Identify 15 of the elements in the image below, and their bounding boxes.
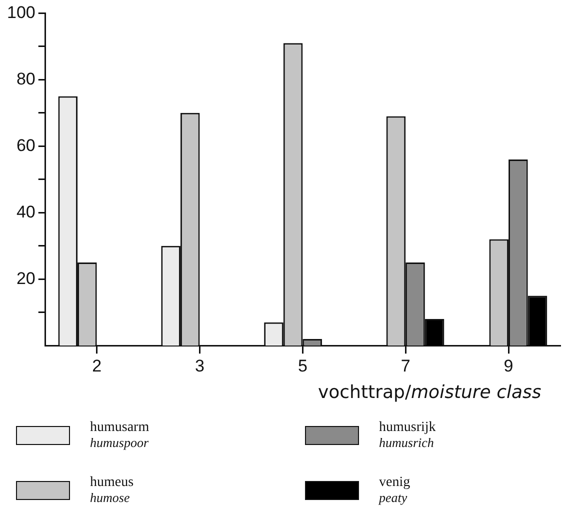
x-tick-label: 3: [195, 356, 204, 376]
x-tick-label: 7: [400, 356, 410, 376]
x-tick-label: 9: [504, 356, 514, 376]
x-tick-label: 2: [92, 356, 102, 376]
legend-label: venig peaty: [379, 475, 410, 505]
x-tick-label: 5: [298, 356, 308, 376]
legend-label: humusarm humuspoor: [90, 420, 150, 450]
y-tick-label: 100: [6, 2, 36, 22]
legend-label: humeus humose: [90, 475, 134, 505]
x-axis-title: vochttrap/moisture class: [318, 382, 542, 403]
y-tick-label: 60: [16, 136, 36, 155]
y-tick-label: 20: [16, 268, 36, 288]
y-tick-label: 40: [16, 202, 36, 222]
y-tick-label: 80: [16, 69, 36, 88]
legend-label: humusrijk humusrich: [379, 420, 436, 450]
